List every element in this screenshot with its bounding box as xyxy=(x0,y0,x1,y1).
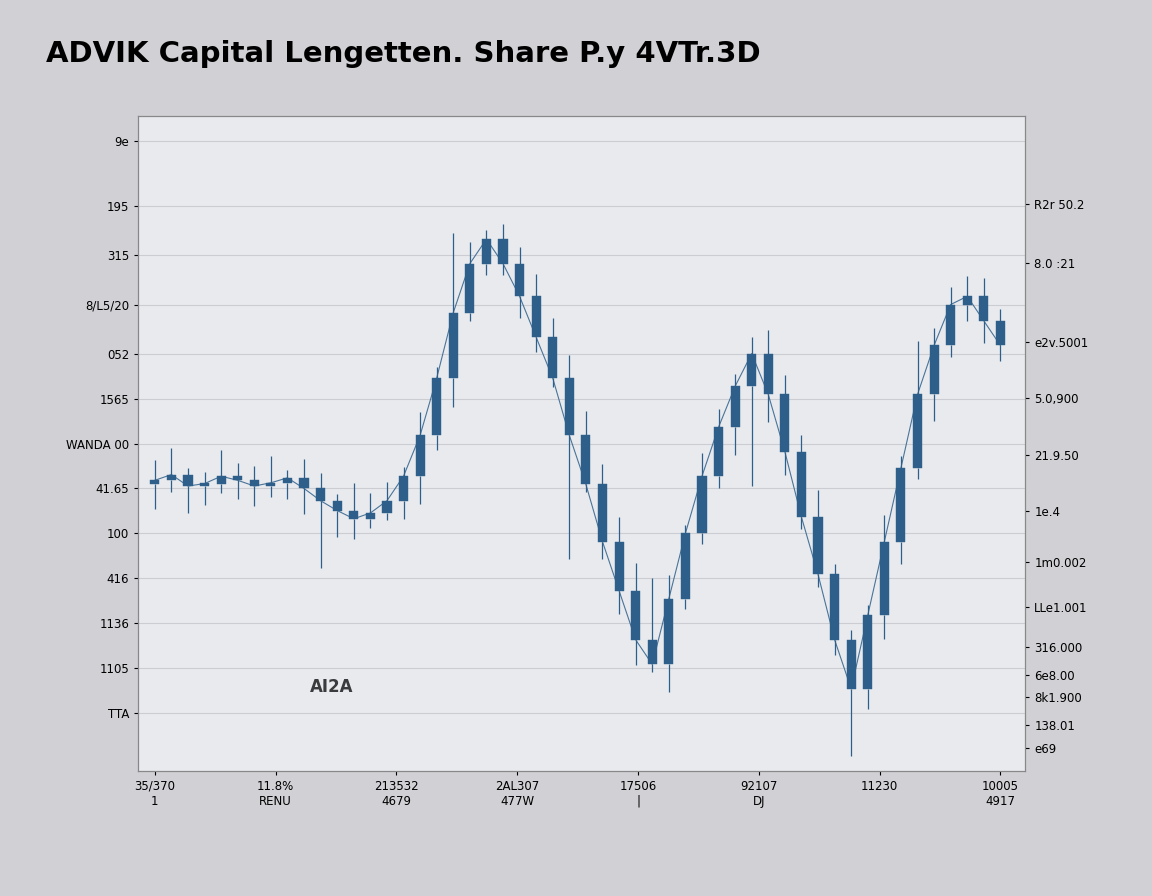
Bar xyxy=(366,513,374,519)
Bar xyxy=(880,541,889,616)
Bar xyxy=(995,321,1005,345)
Bar xyxy=(316,488,325,501)
Bar xyxy=(647,640,657,664)
Bar xyxy=(681,533,690,599)
Bar xyxy=(963,297,972,305)
Bar xyxy=(764,354,773,394)
Bar xyxy=(797,452,806,517)
Bar xyxy=(382,501,392,513)
Bar xyxy=(183,475,192,486)
Bar xyxy=(448,313,457,378)
Bar xyxy=(564,378,574,435)
Bar xyxy=(813,517,823,574)
Bar xyxy=(300,478,309,488)
Bar xyxy=(150,480,159,485)
Bar xyxy=(631,590,641,640)
Bar xyxy=(896,468,905,541)
Bar xyxy=(582,435,591,485)
Bar xyxy=(167,475,176,480)
Bar xyxy=(250,480,259,486)
Bar xyxy=(266,483,275,486)
Bar xyxy=(349,511,358,519)
Bar xyxy=(598,485,607,541)
Bar xyxy=(399,477,408,501)
Bar xyxy=(614,541,623,590)
Bar xyxy=(283,478,291,483)
Bar xyxy=(333,501,342,511)
Bar xyxy=(432,378,441,435)
Text: ADVIK Capital Lengetten. Share P.y 4VTr.3D: ADVIK Capital Lengetten. Share P.y 4VTr.… xyxy=(46,40,760,68)
Bar xyxy=(863,616,872,689)
Bar xyxy=(714,427,723,477)
Bar xyxy=(200,483,210,486)
Text: AI2A: AI2A xyxy=(310,678,354,696)
Bar xyxy=(780,394,789,452)
Bar xyxy=(748,354,756,386)
Bar xyxy=(233,477,242,480)
Bar xyxy=(515,263,524,297)
Bar xyxy=(831,574,839,640)
Bar xyxy=(665,599,674,664)
Bar xyxy=(912,394,922,468)
Bar xyxy=(465,263,475,313)
Bar xyxy=(730,386,740,427)
Bar xyxy=(217,477,226,484)
Bar xyxy=(482,239,491,263)
Bar xyxy=(979,297,988,321)
Bar xyxy=(697,477,706,533)
Bar xyxy=(499,239,508,263)
Bar xyxy=(946,305,955,345)
Bar xyxy=(847,640,856,689)
Bar xyxy=(930,345,939,394)
Bar xyxy=(548,337,558,378)
Bar xyxy=(531,297,540,337)
Bar xyxy=(416,435,425,477)
